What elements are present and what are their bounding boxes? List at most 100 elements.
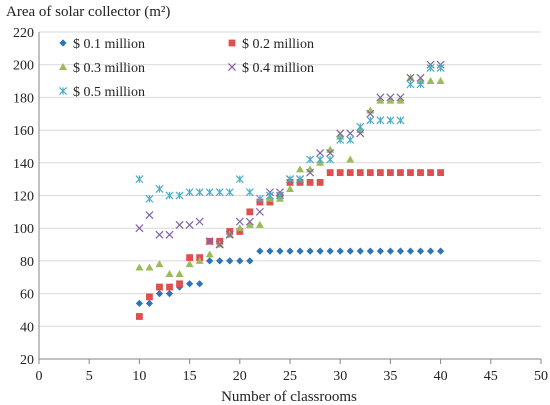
data-point [215,240,224,249]
data-point [296,175,305,184]
marker-stroke [205,237,214,246]
x-tick-label: 45 [484,369,498,384]
data-point [216,257,224,265]
data-point [245,217,254,226]
data-point [235,224,244,232]
data-point [235,217,244,226]
data-point [195,188,204,197]
data-point [185,260,194,268]
y-tick-label: 100 [13,222,34,237]
data-point [186,254,193,262]
data-point [276,247,284,255]
data-point [326,247,334,255]
marker-stroke [235,217,244,226]
legend-item: $ 0.1 million [59,37,145,52]
data-point [416,247,425,255]
data-point [175,191,184,200]
x-tick-label: 20 [233,369,247,384]
data-point [135,175,144,184]
data-point [195,256,204,264]
data-point [246,208,254,216]
legend-marker [228,39,236,47]
x-tick-label: 50 [534,369,548,384]
data-point [306,155,315,164]
data-point [406,80,415,89]
axes [38,32,542,364]
x-axis-title: Number of classrooms [221,389,357,405]
data-point [166,283,173,291]
data-point [236,257,244,265]
data-point [326,169,334,177]
data-point [156,283,163,291]
data-point [215,188,224,197]
data-point [316,179,324,186]
data-point [205,250,214,258]
data-point [316,155,325,164]
marker-stroke [376,93,385,102]
legend-label: $ 0.2 million [242,37,314,52]
y-tick-label: 80 [20,255,34,270]
x-tick-label: 35 [383,369,397,384]
marker-stroke [145,211,154,220]
gridlines [39,31,541,327]
data-points [135,60,445,320]
data-point [376,96,385,104]
series-1 [135,247,445,308]
data-point [225,188,234,197]
legend-item: $ 0.2 million [228,37,314,52]
data-point [386,116,395,125]
legend-label: $ 0.5 million [73,85,145,100]
data-point [146,293,153,301]
data-point [336,247,344,255]
data-point [175,269,184,277]
data-point [266,198,274,206]
data-point [155,230,164,239]
y-tick-labels: 20 40 60 80 100 120 140 160 180 200 220 [13,26,34,368]
data-point [306,247,314,255]
data-point [386,93,395,102]
data-point [206,257,214,265]
legend-marker [59,39,67,47]
data-point [437,169,444,177]
y-tick-label: 160 [13,124,34,139]
data-point [346,135,355,144]
data-point [265,191,274,200]
data-point [346,169,354,177]
data-point [306,179,314,186]
marker-stroke [326,148,335,158]
data-point [145,194,154,203]
data-point [396,93,405,102]
y-tick-label: 120 [13,190,34,205]
data-point [165,191,174,200]
data-point [426,247,435,255]
data-point [326,155,335,164]
data-point [226,257,234,265]
marker-stroke [165,230,174,239]
y-tick-label: 140 [13,157,34,172]
data-point [145,211,154,220]
data-point [427,169,434,177]
marker-stroke [135,224,144,233]
data-point [145,299,154,308]
data-point [336,135,345,144]
x-tick-label: 0 [36,369,43,384]
data-point [275,191,284,200]
marker-stroke [416,73,425,82]
data-point [346,129,355,138]
data-point [306,168,315,177]
data-point [436,63,445,72]
marker-stroke [245,217,254,226]
data-point [205,188,214,197]
data-point [286,247,294,255]
data-point [296,165,305,173]
data-point [135,263,144,271]
marker-stroke [155,230,164,239]
data-point [416,80,425,89]
data-point [396,116,405,125]
legend: $ 0.1 million $ 0.2 million $ 0.3 million $… [58,37,314,100]
data-point [417,169,424,177]
data-point [346,155,355,163]
legend-marker [227,62,237,72]
data-point [336,169,344,177]
